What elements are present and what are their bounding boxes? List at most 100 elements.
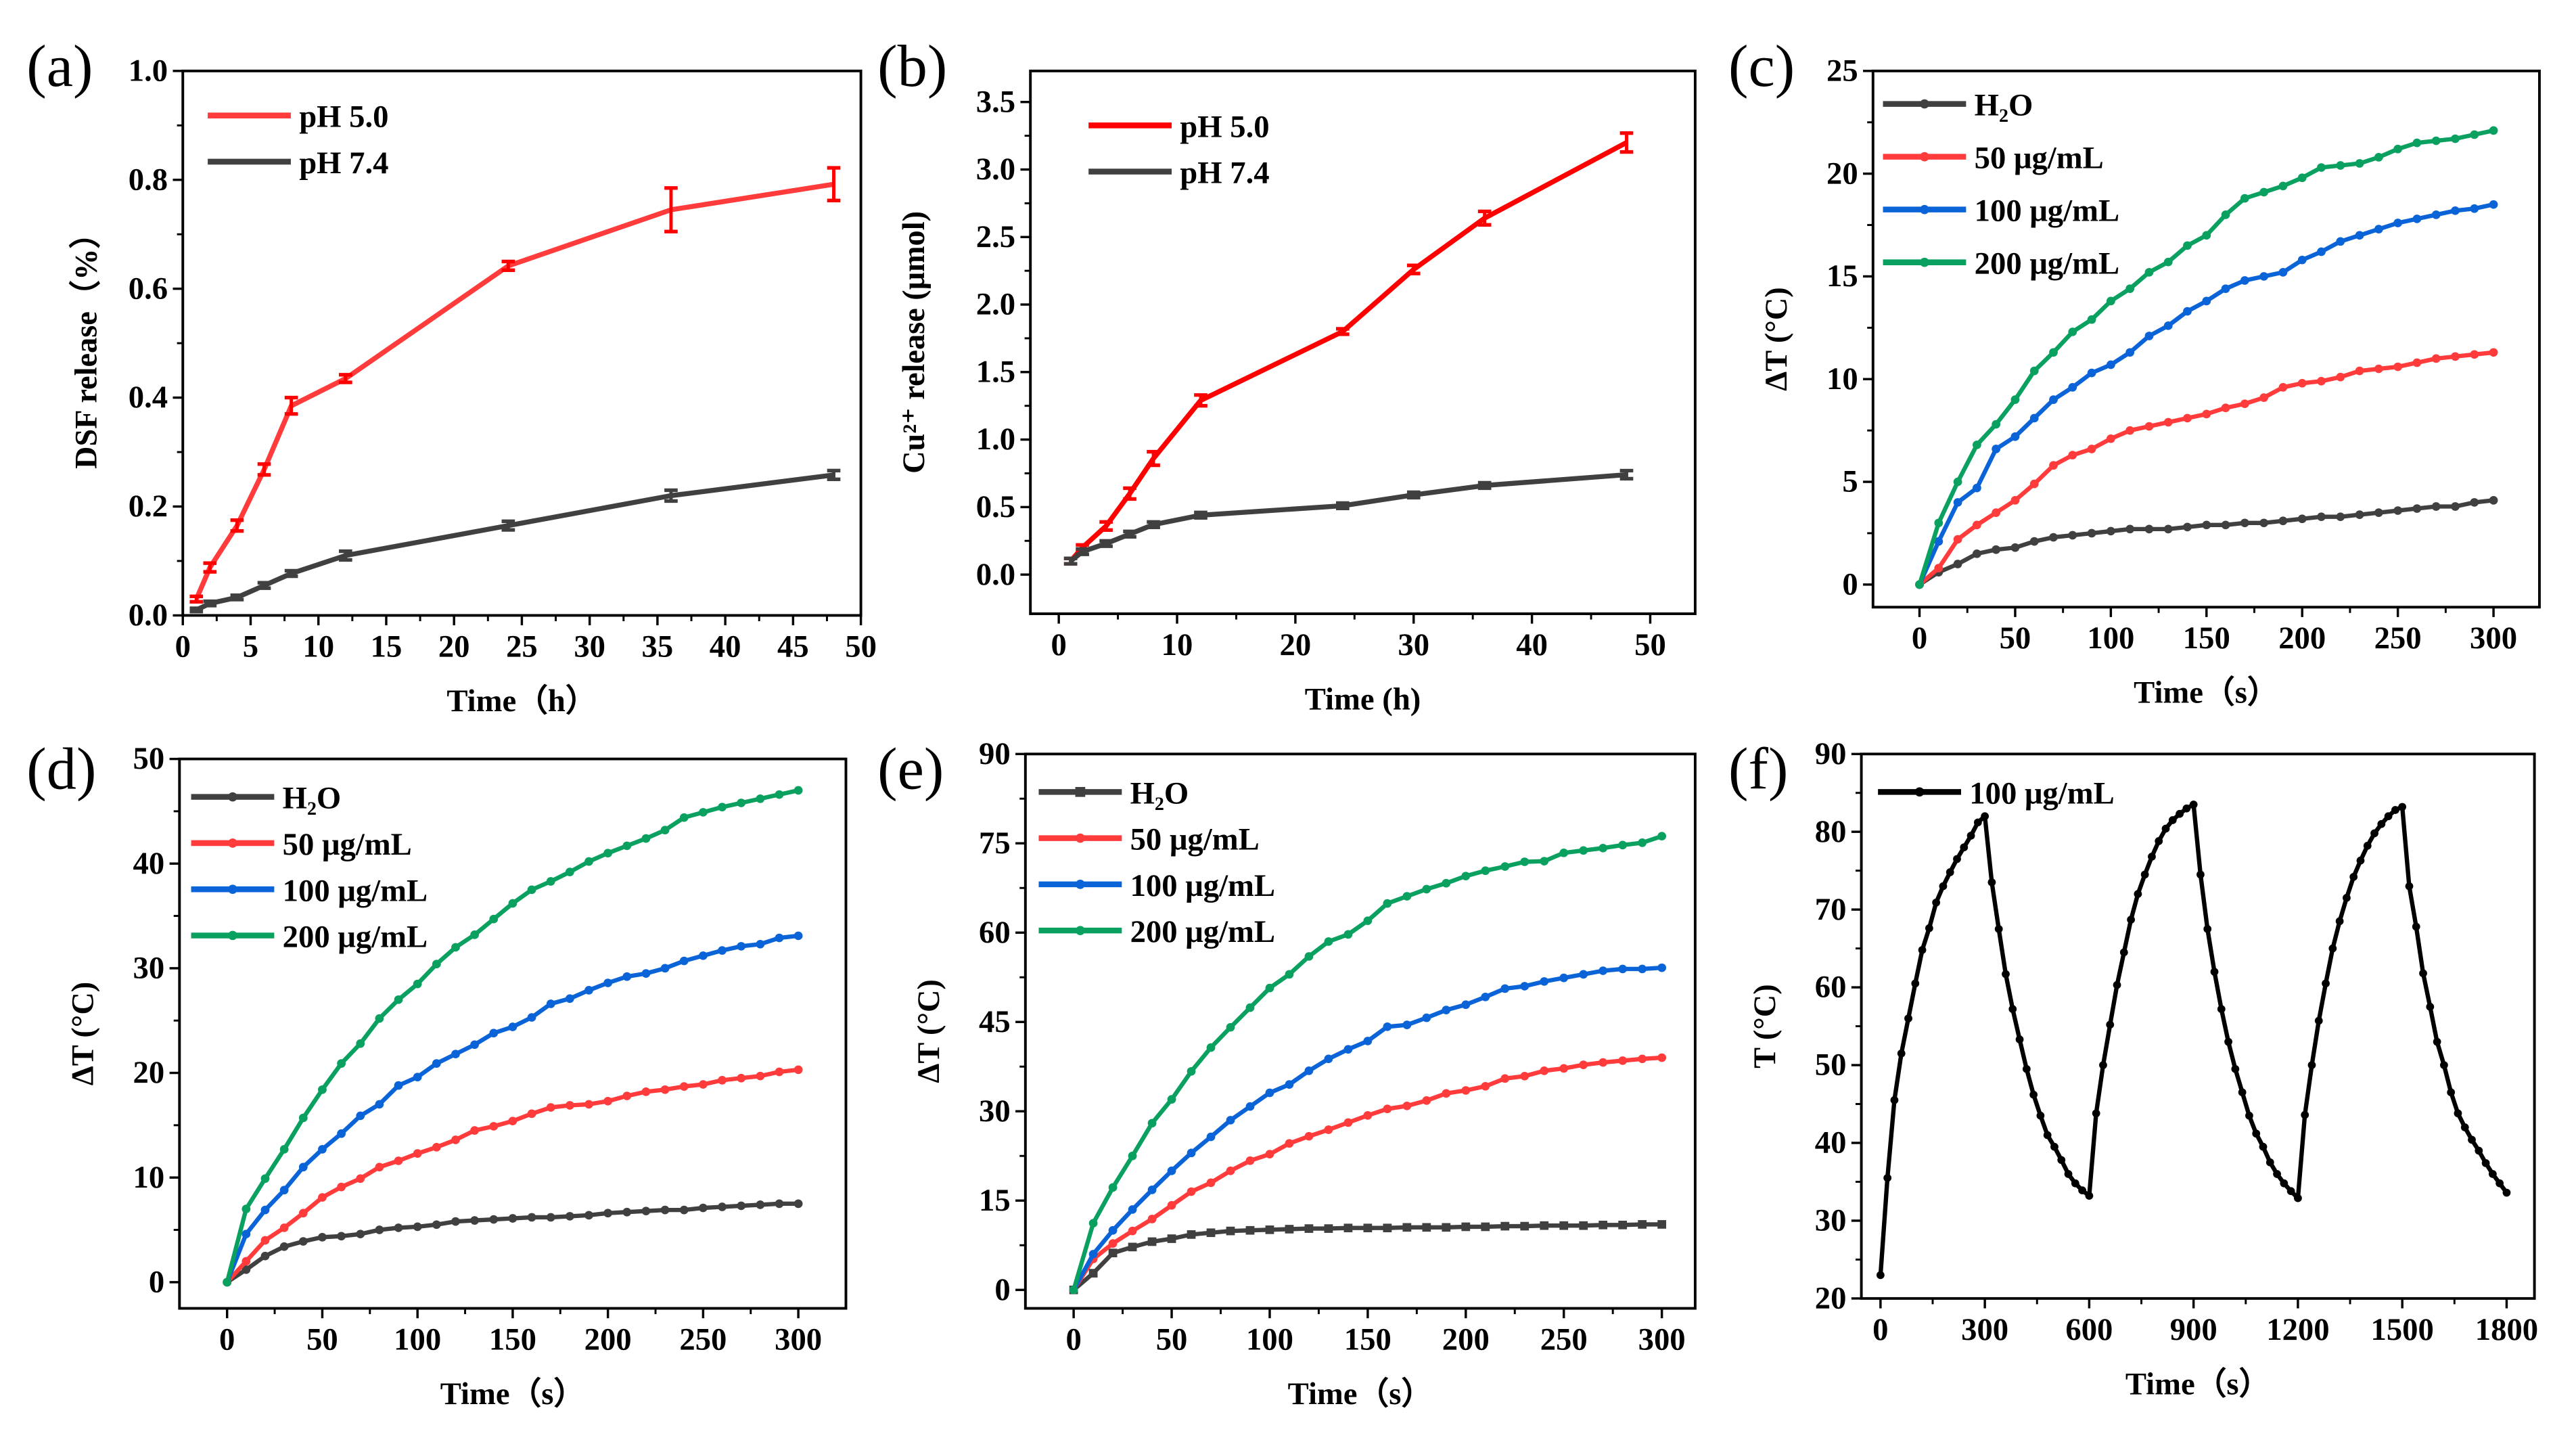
data-point	[546, 999, 555, 1008]
data-point	[1265, 1088, 1274, 1098]
data-point	[1304, 1066, 1314, 1075]
data-point	[2280, 1179, 2288, 1188]
data-point	[1992, 508, 2001, 517]
x-tick-label: 50	[2000, 621, 2031, 656]
y-axis-label: DSF release（%）	[68, 217, 104, 469]
x-tick-label: 0	[1065, 1323, 1081, 1357]
data-point	[1992, 420, 2001, 429]
data-point	[584, 857, 593, 866]
data-point	[1285, 1080, 1294, 1089]
data-point	[2245, 1111, 2253, 1120]
data-point	[451, 1050, 460, 1059]
data-point	[756, 1071, 765, 1081]
x-tick-label: 10	[302, 630, 334, 664]
data-point	[584, 986, 593, 995]
data-point	[660, 1085, 670, 1094]
data-point	[2286, 1187, 2295, 1196]
data-point	[699, 1203, 708, 1213]
data-point	[2202, 231, 2211, 240]
data-point	[2106, 1020, 2115, 1029]
data-point	[2384, 812, 2393, 821]
data-point	[432, 1059, 441, 1068]
data-point	[2273, 1170, 2281, 1178]
y-tick-label: 50	[1815, 1048, 1847, 1083]
data-point	[2374, 153, 2383, 162]
data-point	[1187, 1148, 1196, 1158]
x-tick-label: 20	[1280, 628, 1312, 662]
data-point	[1638, 1054, 1647, 1064]
data-point	[2335, 917, 2344, 926]
legend-marker	[1914, 787, 1925, 797]
data-point	[394, 995, 403, 1004]
data-point	[1226, 1022, 1235, 1032]
legend-marker	[1920, 99, 1929, 109]
data-point	[508, 899, 518, 908]
data-point	[2328, 944, 2337, 953]
data-point	[2202, 409, 2211, 419]
legend-label: 50 μg/mL	[283, 828, 412, 862]
x-tick-label: 50	[1634, 628, 1666, 662]
data-point	[1461, 872, 1471, 880]
data-point	[1953, 855, 1961, 863]
data-point	[1147, 1215, 1157, 1223]
data-point	[1422, 1223, 1431, 1232]
data-point	[1442, 1089, 1451, 1098]
data-point	[1343, 1223, 1353, 1233]
x-axis-label: Time（s）	[2134, 675, 2278, 711]
y-tick-label: 75	[979, 826, 1011, 861]
data-point	[1657, 1220, 1667, 1229]
data-point	[1187, 1187, 1196, 1196]
x-tick-label: 300	[775, 1323, 822, 1357]
y-tick-label: 1.0	[976, 422, 1015, 457]
data-point	[2029, 479, 2039, 489]
data-point	[2125, 284, 2135, 294]
legend-label: H₂O	[1130, 777, 1189, 811]
series-line	[1069, 472, 1627, 564]
data-point	[2259, 272, 2269, 281]
data-point	[2134, 890, 2142, 899]
data-point	[508, 1117, 518, 1126]
legend-marker	[228, 792, 237, 802]
data-point	[2106, 360, 2115, 369]
data-point	[527, 885, 536, 895]
data-point	[1972, 441, 1981, 449]
panel-label: (c)	[1728, 33, 1795, 99]
data-point	[2355, 159, 2364, 168]
x-tick-label: 30	[1398, 628, 1429, 662]
x-axis-label: Time（s）	[2125, 1366, 2270, 1401]
data-point	[756, 794, 765, 803]
data-point	[1540, 857, 1549, 865]
data-point	[1953, 477, 1962, 487]
data-point	[775, 1067, 784, 1077]
data-point	[1972, 483, 1981, 493]
series-0	[1069, 1220, 1667, 1294]
data-point	[1992, 545, 2001, 554]
data-point	[1442, 1006, 1451, 1014]
data-point	[2240, 399, 2249, 409]
data-point	[298, 1163, 308, 1172]
data-point	[318, 1233, 327, 1242]
data-point	[1579, 1221, 1588, 1230]
series-line	[195, 472, 834, 612]
data-point	[1559, 973, 1569, 983]
data-point	[1363, 1037, 1373, 1045]
data-point	[1402, 892, 1412, 901]
series-line	[1878, 802, 2509, 1276]
data-point	[432, 1220, 441, 1230]
data-point	[1383, 1104, 1392, 1114]
data-point	[2278, 268, 2288, 277]
data-point	[1973, 818, 1982, 827]
data-point	[546, 1103, 555, 1112]
series-2	[1915, 200, 2498, 589]
data-point	[489, 914, 499, 924]
data-point	[356, 1230, 365, 1239]
data-point	[679, 1082, 689, 1091]
x-tick-label: 150	[489, 1323, 536, 1357]
data-point	[2068, 451, 2077, 459]
y-tick-label: 60	[1815, 970, 1847, 1005]
data-point	[2266, 1158, 2274, 1167]
data-point	[375, 1225, 384, 1234]
data-point	[2161, 824, 2170, 833]
series-line	[1072, 1055, 1662, 1291]
data-point	[2451, 206, 2460, 215]
